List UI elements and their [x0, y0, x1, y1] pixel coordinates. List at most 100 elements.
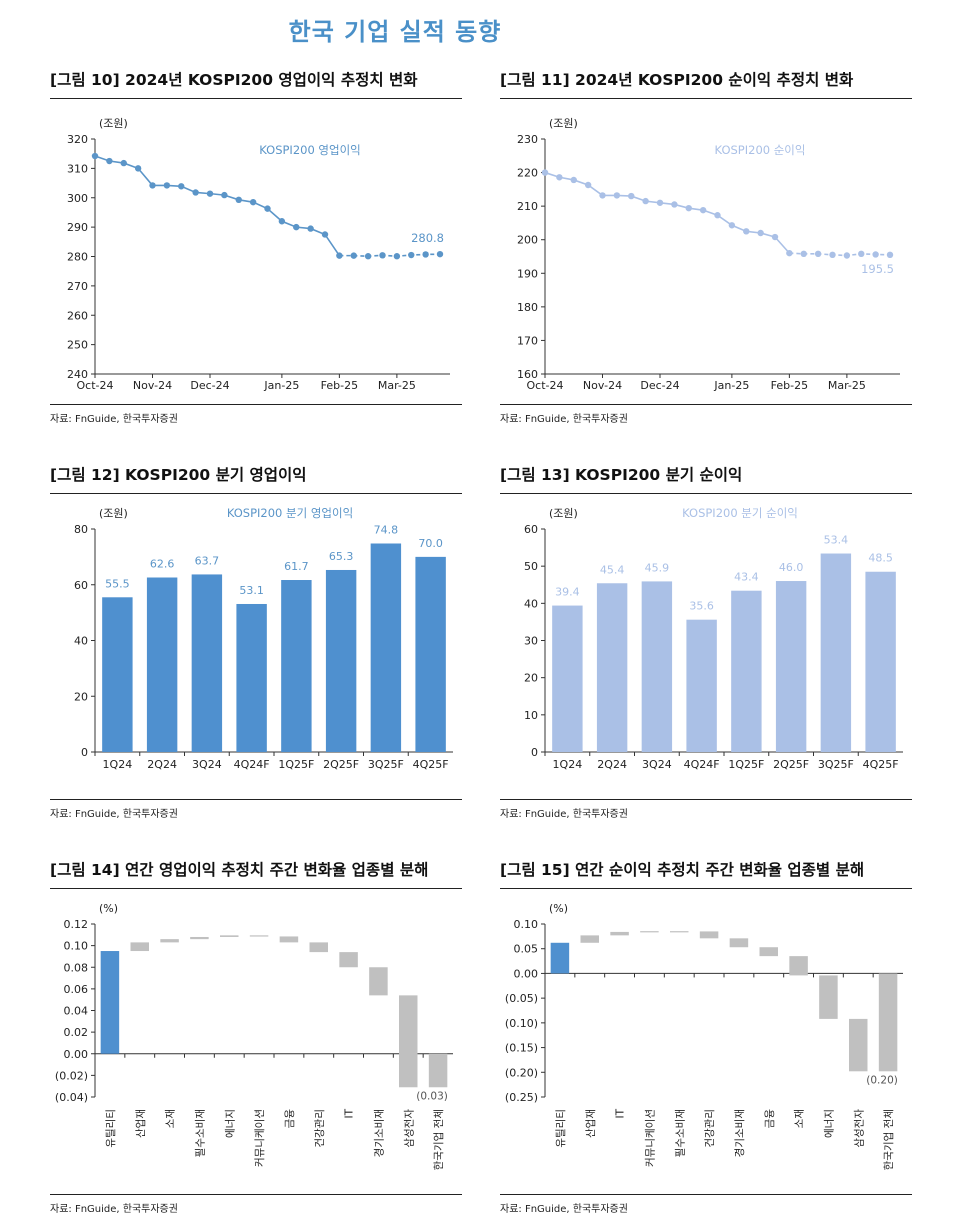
- waterfall-bar: [580, 935, 599, 943]
- y-tick-label: 0.06: [64, 983, 89, 996]
- data-point: [393, 253, 401, 260]
- y-tick-label: 80: [74, 523, 88, 536]
- data-point: [671, 201, 678, 208]
- x-tick-label: 건강관리: [314, 1109, 326, 1148]
- data-point: [206, 190, 214, 197]
- data-point: [422, 251, 429, 258]
- total-value-label: (0.20): [866, 1074, 898, 1086]
- chart-fig13: 0 10 20 30 40 50 60 (조원) 39.4 1Q24 45.4 2Q24 45.9 3Q2…: [524, 506, 903, 771]
- data-point: [757, 229, 764, 237]
- bar: [731, 590, 762, 752]
- x-tick-label: 2Q25F: [323, 758, 359, 771]
- y-tick-label: (0.04): [55, 1091, 88, 1104]
- bar-value-label: 65.3: [329, 550, 354, 563]
- bar-value-label: 45.4: [600, 563, 625, 576]
- x-tick-label: 소재: [165, 1109, 177, 1128]
- bar: [865, 571, 896, 752]
- bar: [596, 583, 628, 752]
- waterfall-bar: [670, 931, 689, 933]
- x-tick-label: 경기소비재: [733, 1109, 746, 1157]
- waterfall-bar: [100, 951, 120, 1054]
- source-note: 자료: FnGuide, 한국투자증권: [50, 404, 462, 425]
- waterfall-bar: [789, 956, 808, 976]
- x-tick-label: 에너지: [823, 1109, 835, 1138]
- waterfall-bar: [878, 973, 898, 1072]
- data-point: [872, 251, 879, 258]
- y-tick-label: 320: [67, 133, 88, 146]
- unit-label: (조원): [99, 117, 128, 130]
- x-tick-label: Nov-24: [133, 379, 172, 392]
- chart-title: [그림 13] KOSPI200 분기 순이익: [500, 463, 912, 494]
- unit-label: (조원): [549, 117, 578, 130]
- data-point: [163, 182, 171, 189]
- bar-value-label: 48.5: [868, 552, 893, 565]
- data-point: [134, 165, 142, 172]
- bar-value-label: 39.4: [555, 586, 580, 599]
- bar: [281, 580, 312, 752]
- bar: [641, 581, 673, 752]
- source-note: 자료: FnGuide, 한국투자증권: [500, 1194, 912, 1215]
- source-note: 자료: FnGuide, 한국투자증권: [50, 1194, 462, 1215]
- y-tick-label: (0.15): [505, 1042, 538, 1055]
- data-point: [570, 176, 577, 184]
- y-tick-label: 0.08: [64, 961, 89, 974]
- x-tick-label: Dec-24: [190, 379, 229, 392]
- x-tick-label: 필수소비재: [674, 1109, 686, 1157]
- chart-fig15: (0.25) (0.20) (0.15) (0.10) (0.05) 0.00 0.05 0.…: [505, 902, 903, 1170]
- waterfall-bar: [249, 935, 269, 937]
- y-tick-label: 300: [67, 192, 88, 205]
- unit-label: (%): [99, 902, 118, 915]
- y-tick-label: 20: [74, 690, 88, 703]
- bar-value-label: 70.0: [418, 537, 443, 550]
- bar-value-label: 45.9: [645, 561, 670, 574]
- x-tick-label: 커뮤니케이션: [254, 1109, 266, 1167]
- bar: [370, 543, 402, 752]
- data-point: [293, 223, 300, 231]
- data-point: [436, 250, 444, 258]
- panel-fig14: [그림 14] 연간 영업이익 추정치 주간 변화율 업종별 분해 (0.04)…: [50, 858, 462, 1215]
- y-tick-label: 0.10: [514, 918, 539, 931]
- x-tick-label: 산업재: [584, 1109, 597, 1138]
- waterfall-bar: [849, 1018, 868, 1072]
- x-tick-label: 4Q24F: [234, 758, 270, 771]
- data-point: [408, 251, 415, 259]
- y-tick-label: 0: [81, 746, 88, 759]
- y-tick-label: 170: [517, 334, 538, 347]
- x-tick-label: 필수소비재: [194, 1109, 206, 1157]
- chart-title: [그림 15] 연간 순이익 추정치 주간 변화율 업종별 분해: [500, 858, 912, 889]
- waterfall-bar: [130, 942, 149, 952]
- y-tick-label: 220: [517, 167, 538, 180]
- source-note: 자료: FnGuide, 한국투자증권: [500, 799, 912, 820]
- waterfall-bar: [428, 1053, 448, 1088]
- x-tick-label: Feb-25: [321, 379, 358, 392]
- x-tick-label: IT: [344, 1108, 356, 1118]
- x-tick-label: 경기소비재: [372, 1109, 385, 1157]
- series-line: [544, 171, 790, 254]
- unit-label: (조원): [549, 507, 578, 520]
- y-tick-label: 30: [524, 635, 538, 648]
- y-tick-label: 260: [67, 309, 88, 322]
- x-tick-label: 소재: [794, 1109, 806, 1128]
- data-point: [178, 183, 185, 190]
- waterfall-bar: [550, 942, 570, 974]
- bar-value-label: 53.4: [824, 534, 849, 547]
- x-tick-label: 건강관리: [704, 1109, 716, 1148]
- data-point: [628, 192, 635, 200]
- chart-title: [그림 11] 2024년 KOSPI200 순이익 추정치 변화: [500, 68, 912, 99]
- waterfall-bar: [819, 975, 838, 1019]
- bar: [686, 619, 717, 752]
- x-tick-label: 1Q24: [103, 758, 133, 771]
- y-tick-label: 280: [67, 251, 88, 264]
- y-tick-label: 240: [67, 368, 88, 381]
- source-note: 자료: FnGuide, 한국투자증권: [500, 404, 912, 425]
- waterfall-bar: [220, 935, 239, 937]
- x-tick-label: 유틸리티: [104, 1109, 117, 1148]
- y-tick-label: 230: [517, 133, 538, 146]
- data-point: [843, 252, 851, 259]
- panel-fig15: [그림 15] 연간 순이익 추정치 주간 변화율 업종별 분해 (0.25)(…: [500, 858, 912, 1215]
- total-value-label: (0.03): [416, 1090, 448, 1102]
- data-point: [149, 182, 156, 189]
- end-value-label: 195.5: [861, 262, 894, 276]
- data-point: [106, 157, 113, 165]
- x-tick-label: 1Q25F: [728, 758, 764, 771]
